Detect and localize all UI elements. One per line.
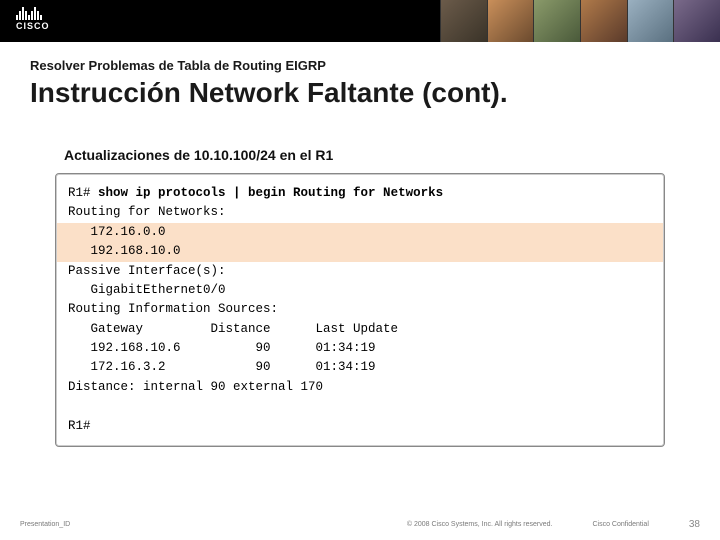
header-bar: CISCO	[0, 0, 720, 42]
terminal-box: R1# show ip protocols | begin Routing fo…	[55, 173, 665, 447]
cisco-logo: CISCO	[16, 6, 50, 31]
slide-content: Resolver Problemas de Tabla de Routing E…	[0, 42, 720, 109]
terminal-line: Routing for Networks:	[68, 205, 226, 219]
footer: Presentation_ID © 2008 Cisco Systems, In…	[0, 519, 720, 530]
terminal-line: 192.168.10.6 90 01:34:19	[68, 341, 376, 355]
header-photo-strip	[440, 0, 720, 42]
slide-subtitle: Resolver Problemas de Tabla de Routing E…	[30, 58, 690, 73]
logo-text: CISCO	[16, 21, 50, 31]
logo-bars-icon	[16, 6, 50, 20]
terminal-line: Routing Information Sources:	[68, 302, 278, 316]
terminal-line: Distance: internal 90 external 170	[68, 380, 323, 394]
terminal-line: 192.168.10.0	[68, 244, 181, 258]
terminal-command: show ip protocols | begin Routing for Ne…	[98, 186, 443, 200]
copyright-text: © 2008 Cisco Systems, Inc. All rights re…	[407, 521, 553, 528]
terminal-line: Gateway Distance Last Update	[68, 322, 398, 336]
confidential-text: Cisco Confidential	[592, 521, 648, 528]
terminal-prompt: R1#	[68, 186, 98, 200]
slide-title: Instrucción Network Faltante (cont).	[30, 77, 690, 109]
terminal-content: R1# show ip protocols | begin Routing fo…	[68, 184, 652, 436]
terminal-line: R1#	[68, 419, 91, 433]
terminal-line: 172.16.3.2 90 01:34:19	[68, 360, 376, 374]
terminal-line: 172.16.0.0	[68, 225, 166, 239]
page-number: 38	[689, 519, 700, 530]
terminal-line: Passive Interface(s):	[68, 264, 226, 278]
presentation-id: Presentation_ID	[20, 521, 70, 528]
terminal-line: GigabitEthernet0/0	[68, 283, 226, 297]
terminal-title: Actualizaciones de 10.10.100/24 en el R1	[64, 147, 690, 163]
terminal-section: Actualizaciones de 10.10.100/24 en el R1…	[0, 147, 720, 447]
